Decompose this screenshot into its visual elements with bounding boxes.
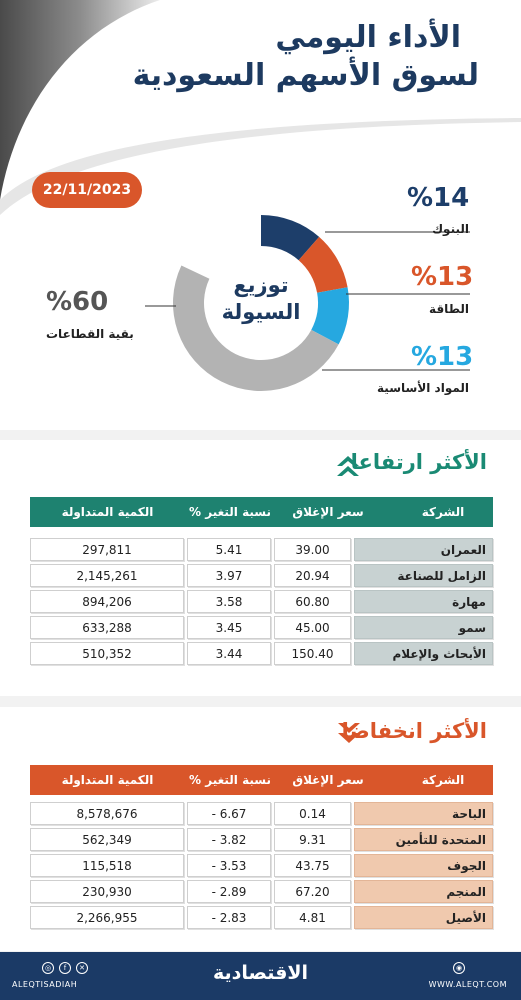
table-row: 2,145,261 3.97 20.94 الزامل للصناعة: [30, 564, 493, 587]
gainers-title: الأكثر ارتفاعا: [350, 450, 487, 474]
globe-icon[interactable]: ◉: [453, 962, 465, 974]
change-cell: 3.58: [187, 590, 271, 613]
donut-slice-materials: [311, 287, 349, 345]
slice-energy-value: %13: [411, 262, 474, 292]
volume-cell: 115,518: [30, 854, 184, 877]
donut-slice-banks: [261, 215, 320, 261]
top-gainers-section: الأكثر ارتفاعا الشركة سعر الإغلاق نسبة ا…: [0, 440, 521, 696]
header-close: سعر الإغلاق: [292, 505, 364, 519]
company-cell: المتحدة للتأمين: [354, 828, 493, 851]
company-cell: الجوف: [354, 854, 493, 877]
table-row: 230,930 - 2.89 67.20 المنجم: [30, 880, 493, 903]
close-cell: 4.81: [274, 906, 351, 929]
close-cell: 67.20: [274, 880, 351, 903]
company-cell: مهارة: [354, 590, 493, 613]
donut-center-label: توزيع السيولة: [205, 272, 317, 326]
donut-slice-others: [172, 265, 339, 392]
table-row: 510,352 3.44 150.40 الأبحاث والإعلام: [30, 642, 493, 665]
table-row: 894,206 3.58 60.80 مهارة: [30, 590, 493, 613]
close-cell: 45.00: [274, 616, 351, 639]
slice-others-label: بقية القطاعات: [46, 327, 134, 341]
table-row: 115,518 - 3.53 43.75 الجوف: [30, 854, 493, 877]
volume-cell: 510,352: [30, 642, 184, 665]
table-row: 8,578,676 - 6.67 0.14 الباحة: [30, 802, 493, 825]
volume-cell: 633,288: [30, 616, 184, 639]
instagram-icon[interactable]: ◎: [42, 962, 54, 974]
volume-cell: 562,349: [30, 828, 184, 851]
header-swoosh-decoration: [0, 0, 521, 215]
change-cell: - 2.89: [187, 880, 271, 903]
close-cell: 150.40: [274, 642, 351, 665]
close-cell: 0.14: [274, 802, 351, 825]
header-change: نسبة التغير %: [189, 773, 271, 787]
volume-cell: 297,811: [30, 538, 184, 561]
table-row: 297,811 5.41 39.00 العمران: [30, 538, 493, 561]
page-title-line1: الأداء اليومي: [275, 20, 461, 55]
header-company: الشركة: [421, 505, 465, 519]
company-cell: الأبحاث والإعلام: [354, 642, 493, 665]
close-cell: 60.80: [274, 590, 351, 613]
liquidity-donut-chart: [145, 215, 470, 392]
double-up-arrow-icon: [337, 456, 359, 476]
volume-cell: 2,145,261: [30, 564, 184, 587]
donut-center-disc: [208, 250, 314, 356]
page-title-line2: لسوق الأسهم السعودية: [132, 58, 479, 93]
website-url[interactable]: WWW.ALEQT.COM: [428, 980, 507, 989]
company-cell: العمران: [354, 538, 493, 561]
header-company: الشركة: [421, 773, 465, 787]
change-cell: - 2.83: [187, 906, 271, 929]
change-cell: 3.97: [187, 564, 271, 587]
donut-slice-energy: [298, 236, 348, 293]
slice-materials-value: %13: [411, 342, 474, 372]
slice-materials-label: المواد الأساسية: [377, 381, 469, 395]
change-cell: 3.44: [187, 642, 271, 665]
change-cell: - 3.82: [187, 828, 271, 851]
close-cell: 43.75: [274, 854, 351, 877]
company-cell: المنجم: [354, 880, 493, 903]
header-panel: الأداء اليومي لسوق الأسهم السعودية 22/11…: [0, 0, 521, 430]
slice-banks-value: %14: [407, 183, 470, 213]
header-close: سعر الإغلاق: [292, 773, 364, 787]
facebook-icon[interactable]: f: [59, 962, 71, 974]
brand-logo: الاقتصادية: [212, 962, 309, 984]
footer-bar: ◎ f ✕ ALEQTISADIAH الاقتصادية ◉ WWW.ALEQ…: [0, 952, 521, 1000]
header-change: نسبة التغير %: [189, 505, 271, 519]
header-volume: الكمية المتداولة: [61, 505, 154, 519]
close-cell: 39.00: [274, 538, 351, 561]
change-cell: 3.45: [187, 616, 271, 639]
slice-banks-label: البنوك: [432, 222, 469, 236]
close-cell: 20.94: [274, 564, 351, 587]
slice-others-value: %60: [46, 287, 109, 317]
slice-energy-label: الطاقة: [429, 302, 469, 316]
donut-center-line2: السيولة: [221, 300, 301, 324]
donut-center-line1: توزيع: [233, 273, 289, 297]
volume-cell: 2,266,955: [30, 906, 184, 929]
change-cell: - 3.53: [187, 854, 271, 877]
double-down-arrow-icon: [338, 723, 360, 743]
close-cell: 9.31: [274, 828, 351, 851]
losers-table-header: الشركة سعر الإغلاق نسبة التغير % الكمية …: [30, 765, 493, 795]
date-badge: 22/11/2023: [32, 172, 142, 208]
company-cell: سمو: [354, 616, 493, 639]
top-losers-section: الأكثر انخفاضا الشركة سعر الإغلاق نسبة ا…: [0, 707, 521, 951]
volume-cell: 894,206: [30, 590, 184, 613]
table-row: 633,288 3.45 45.00 سمو: [30, 616, 493, 639]
volume-cell: 8,578,676: [30, 802, 184, 825]
table-row: 562,349 - 3.82 9.31 المتحدة للتأمين: [30, 828, 493, 851]
company-cell: الزامل للصناعة: [354, 564, 493, 587]
change-cell: 5.41: [187, 538, 271, 561]
header-volume: الكمية المتداولة: [61, 773, 154, 787]
change-cell: - 6.67: [187, 802, 271, 825]
social-handle[interactable]: ALEQTISADIAH: [12, 980, 78, 989]
table-row: 2,266,955 - 2.83 4.81 الأصيل: [30, 906, 493, 929]
x-twitter-icon[interactable]: ✕: [76, 962, 88, 974]
company-cell: الأصيل: [354, 906, 493, 929]
company-cell: الباحة: [354, 802, 493, 825]
gainers-table-header: الشركة سعر الإغلاق نسبة التغير % الكمية …: [30, 497, 493, 527]
volume-cell: 230,930: [30, 880, 184, 903]
losers-title: الأكثر انخفاضا: [341, 719, 487, 743]
